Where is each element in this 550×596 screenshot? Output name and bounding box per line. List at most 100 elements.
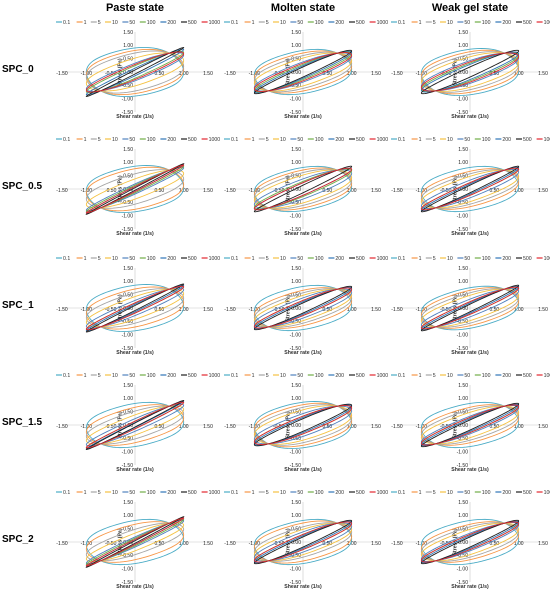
legend-label-50: 50 bbox=[297, 490, 303, 496]
x-tick-label: 1.00 bbox=[179, 541, 189, 547]
y-tick-label: 0.00 bbox=[291, 306, 301, 312]
series-200 bbox=[253, 520, 353, 564]
x-tick-label: -1.50 bbox=[56, 424, 68, 430]
series-200 bbox=[253, 286, 353, 330]
series-1000 bbox=[85, 517, 185, 567]
column-title-2: Weak gel state bbox=[431, 2, 509, 14]
legend-label-0.1: 0.1 bbox=[398, 20, 405, 26]
x-tick-label: 1.00 bbox=[514, 424, 524, 430]
x-tick-label: 1.50 bbox=[203, 307, 213, 313]
series-group bbox=[420, 47, 520, 97]
legend: 0.1 1 5 10 50 100 200 500 1000 bbox=[391, 373, 550, 379]
series-100 bbox=[420, 52, 520, 92]
x-tick-label: -1.50 bbox=[56, 541, 68, 547]
series-500 bbox=[253, 49, 353, 95]
x-tick-label: -1.50 bbox=[391, 424, 403, 430]
legend-label-200: 200 bbox=[335, 256, 344, 262]
y-tick-label: 1.50 bbox=[291, 383, 301, 389]
series-50 bbox=[85, 52, 185, 92]
series-500 bbox=[420, 49, 520, 95]
y-tick-label: -1.50 bbox=[457, 346, 469, 352]
series-1000 bbox=[420, 404, 520, 446]
series-group bbox=[85, 163, 185, 215]
series-10 bbox=[253, 405, 353, 445]
legend-label-1: 1 bbox=[84, 373, 87, 379]
legend-label-200: 200 bbox=[167, 256, 176, 262]
legend-label-100: 100 bbox=[315, 373, 324, 379]
y-tick-label: -0.50 bbox=[122, 436, 134, 442]
legend-label-1: 1 bbox=[252, 256, 255, 262]
legend-label-1000: 1000 bbox=[209, 256, 221, 262]
y-tick-label: -1.00 bbox=[290, 213, 302, 219]
axes: -1.50 -1.00 -0.50 0.50 1.00 1.501.501.000.500… bbox=[224, 266, 381, 356]
chart-svg: 0.1 1 5 10 50 100 200 500 1000 -1.50 -1.00 -0.50 0.5… bbox=[224, 137, 388, 237]
legend-label-50: 50 bbox=[464, 256, 470, 262]
legend: 0.1 1 5 10 50 100 200 500 1000 bbox=[224, 20, 388, 26]
y-tick-label: 1.50 bbox=[458, 30, 468, 36]
y-tick-label: 1.00 bbox=[458, 43, 468, 49]
legend-label-10: 10 bbox=[280, 20, 286, 26]
x-axis-label: Shear rate (1/s) bbox=[284, 114, 322, 120]
y-tick-label: 0.50 bbox=[458, 526, 468, 532]
series-500 bbox=[420, 165, 520, 213]
series-0.1 bbox=[420, 47, 520, 97]
series-10 bbox=[85, 288, 185, 328]
legend-label-1000: 1000 bbox=[209, 373, 221, 379]
chart-svg: 0.1 1 5 10 50 100 200 500 1000 -1.50 -1.00 -0.50 0.5… bbox=[224, 256, 388, 356]
x-tick-label: -1.50 bbox=[56, 71, 68, 77]
legend-label-1000: 1000 bbox=[209, 137, 221, 143]
y-tick-label: 1.50 bbox=[458, 147, 468, 153]
panel-3-2: 0.1 1 5 10 50 100 200 500 1000 -1.50 -1.00 -0.50 0.5… bbox=[385, 369, 550, 473]
y-tick-label: -1.50 bbox=[457, 227, 469, 233]
chart-svg: 0.1 1 5 10 50 100 200 500 1000 -1.50 -1.00 -0.50 0.5… bbox=[56, 373, 221, 473]
x-tick-label: 1.00 bbox=[347, 71, 357, 77]
row-title-3: SPC_1.5 bbox=[2, 417, 43, 428]
y-tick-label: -1.50 bbox=[122, 110, 134, 116]
x-axis-label: Shear rate (1/s) bbox=[284, 584, 322, 590]
series-1000 bbox=[85, 285, 185, 331]
y-tick-label: -1.50 bbox=[457, 463, 469, 469]
legend-label-0.1: 0.1 bbox=[231, 256, 238, 262]
x-tick-label: -0.50 bbox=[105, 188, 117, 194]
series-5 bbox=[85, 50, 185, 94]
legend-label-1000: 1000 bbox=[209, 20, 221, 26]
y-tick-label: 1.00 bbox=[291, 513, 301, 519]
legend-label-1: 1 bbox=[419, 137, 422, 143]
series-50 bbox=[420, 169, 520, 209]
legend-label-1: 1 bbox=[419, 490, 422, 496]
legend-label-500: 500 bbox=[523, 373, 532, 379]
series-200 bbox=[420, 285, 520, 331]
series-0.1 bbox=[85, 164, 185, 214]
axes: -1.50 -1.00 -0.50 0.50 1.00 1.501.501.000.500… bbox=[56, 30, 213, 120]
legend-label-1: 1 bbox=[252, 490, 255, 496]
series-50 bbox=[253, 522, 353, 562]
x-tick-label: -1.50 bbox=[224, 424, 236, 430]
legend-label-10: 10 bbox=[280, 256, 286, 262]
series-5 bbox=[253, 168, 353, 210]
x-axis-label: Shear rate (1/s) bbox=[284, 350, 322, 356]
legend-label-0.1: 0.1 bbox=[63, 256, 70, 262]
chart-svg: 0.1 1 5 10 50 100 200 500 1000 -1.50 -1.00 -0.50 0.5… bbox=[56, 137, 221, 237]
series-500 bbox=[85, 516, 185, 568]
y-tick-label: 1.50 bbox=[458, 500, 468, 506]
y-tick-label: -1.50 bbox=[290, 580, 302, 586]
legend-label-1000: 1000 bbox=[544, 20, 550, 26]
series-0.1 bbox=[85, 46, 185, 98]
y-tick-label: 0.50 bbox=[458, 292, 468, 298]
y-tick-label: 0.50 bbox=[291, 409, 301, 415]
legend-label-50: 50 bbox=[464, 490, 470, 496]
series-200 bbox=[420, 520, 520, 564]
legend-label-100: 100 bbox=[147, 373, 156, 379]
x-tick-label: -1.50 bbox=[391, 307, 403, 313]
series-1000 bbox=[253, 52, 353, 92]
series-5 bbox=[253, 522, 353, 562]
series-group bbox=[420, 284, 520, 332]
series-group bbox=[253, 284, 353, 332]
legend-label-1: 1 bbox=[84, 490, 87, 496]
series-1 bbox=[85, 286, 185, 330]
x-tick-label: 0.50 bbox=[489, 541, 499, 547]
axes: -1.50 -1.00 -0.50 0.50 1.00 1.501.501.000.500… bbox=[224, 500, 381, 590]
y-tick-label: -0.50 bbox=[457, 200, 469, 206]
chart-svg: 0.1 1 5 10 50 100 200 500 1000 -1.50 -1.00 -0.50 0.5… bbox=[56, 20, 221, 120]
legend-label-0.1: 0.1 bbox=[231, 137, 238, 143]
